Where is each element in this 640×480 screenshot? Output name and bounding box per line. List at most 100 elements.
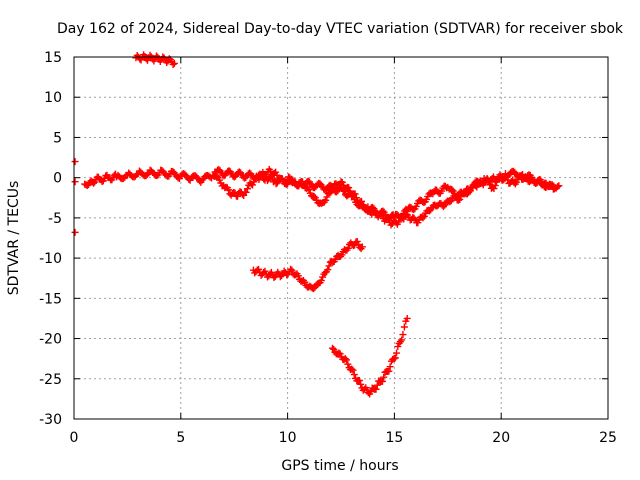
data-point — [71, 178, 79, 186]
data-point — [400, 323, 408, 331]
data-point — [316, 179, 324, 187]
y-tick-label: 5 — [53, 130, 62, 146]
data-point — [397, 213, 405, 221]
data-point — [310, 285, 318, 293]
y-tick-label: 15 — [44, 50, 62, 66]
data-point — [403, 314, 411, 322]
x-tick-label: 25 — [599, 430, 617, 446]
data-point — [344, 360, 352, 368]
data-point — [372, 385, 380, 393]
data-point — [373, 381, 381, 389]
data-point — [273, 171, 281, 179]
data-point — [338, 251, 346, 259]
data-point — [398, 336, 406, 344]
data-point — [71, 158, 79, 166]
data-point — [387, 221, 395, 229]
data-point — [386, 363, 394, 371]
ticks: 0 5 10 15 20 25 -30 -25 -20 -15 -10 -5 0 5 10 15 — [39, 50, 617, 446]
y-tick-label: -30 — [39, 412, 62, 428]
data-point — [499, 175, 507, 183]
series-isolated — [71, 158, 79, 236]
data-point — [249, 181, 257, 189]
data-point — [343, 356, 351, 364]
data-point — [350, 371, 358, 379]
data-point — [399, 331, 407, 339]
data-point — [340, 187, 348, 195]
data-point — [349, 366, 357, 374]
data-point — [519, 170, 527, 178]
data-point — [294, 272, 302, 280]
data-point — [395, 218, 403, 226]
y-tick-label: 10 — [44, 90, 62, 106]
chart-title: Day 162 of 2024, Sidereal Day-to-day VTE… — [57, 21, 624, 37]
data-point — [280, 267, 288, 275]
data-point — [348, 365, 356, 373]
data-point — [243, 185, 251, 193]
data-point — [379, 207, 387, 215]
series-track-low — [328, 314, 411, 398]
x-tick-label: 5 — [176, 430, 185, 446]
y-axis-label: SDTVAR / TECUs — [6, 181, 22, 296]
data-point — [335, 349, 343, 357]
data-point — [450, 189, 458, 197]
data-point — [454, 196, 462, 204]
data-point — [394, 343, 402, 351]
data-point — [328, 344, 336, 352]
data-point — [358, 243, 366, 251]
data-point — [310, 192, 318, 200]
plot-frame — [73, 56, 609, 420]
data-point — [378, 377, 386, 385]
data-point — [317, 277, 325, 285]
data-point — [353, 237, 361, 245]
data-point — [420, 212, 428, 220]
data-point — [288, 266, 296, 274]
data-point — [225, 186, 233, 194]
data-point — [341, 355, 349, 363]
data-point — [234, 192, 242, 200]
data-points — [71, 51, 563, 398]
data-point — [272, 168, 280, 176]
x-tick-label: 15 — [385, 430, 403, 446]
y-tick-label: -10 — [39, 251, 62, 267]
data-point — [393, 349, 401, 357]
data-point — [414, 219, 422, 227]
data-point — [440, 203, 448, 211]
data-point — [419, 214, 427, 222]
data-point — [163, 59, 171, 67]
data-point — [323, 193, 331, 201]
data-point — [485, 177, 493, 185]
data-point — [255, 265, 263, 273]
y-tick-label: 0 — [53, 171, 62, 187]
series-track-top — [132, 51, 178, 68]
data-point — [324, 266, 332, 274]
data-point — [390, 355, 398, 363]
data-point — [143, 170, 151, 178]
data-point — [555, 182, 563, 190]
data-point — [71, 228, 79, 236]
x-tick-label: 20 — [492, 430, 510, 446]
grid — [74, 57, 608, 419]
data-point — [169, 60, 177, 68]
data-point — [242, 188, 250, 196]
data-point — [146, 51, 154, 59]
x-tick-label: 0 — [70, 430, 79, 446]
y-tick-label: -15 — [39, 291, 62, 307]
data-point — [484, 176, 492, 184]
data-point — [287, 265, 295, 273]
series-track-main — [81, 165, 563, 229]
x-tick-label: 10 — [279, 430, 297, 446]
data-point — [325, 262, 333, 270]
data-point — [133, 171, 141, 179]
x-axis-label: GPS time / hours — [281, 458, 398, 474]
data-point — [380, 373, 388, 381]
data-point — [90, 179, 98, 187]
data-point — [357, 380, 365, 388]
data-point — [369, 203, 377, 211]
y-tick-label: -20 — [39, 332, 62, 348]
data-point — [339, 187, 347, 195]
data-point — [305, 186, 313, 194]
data-point — [355, 377, 363, 385]
series-track-secondary — [211, 166, 559, 222]
data-point — [385, 367, 393, 375]
